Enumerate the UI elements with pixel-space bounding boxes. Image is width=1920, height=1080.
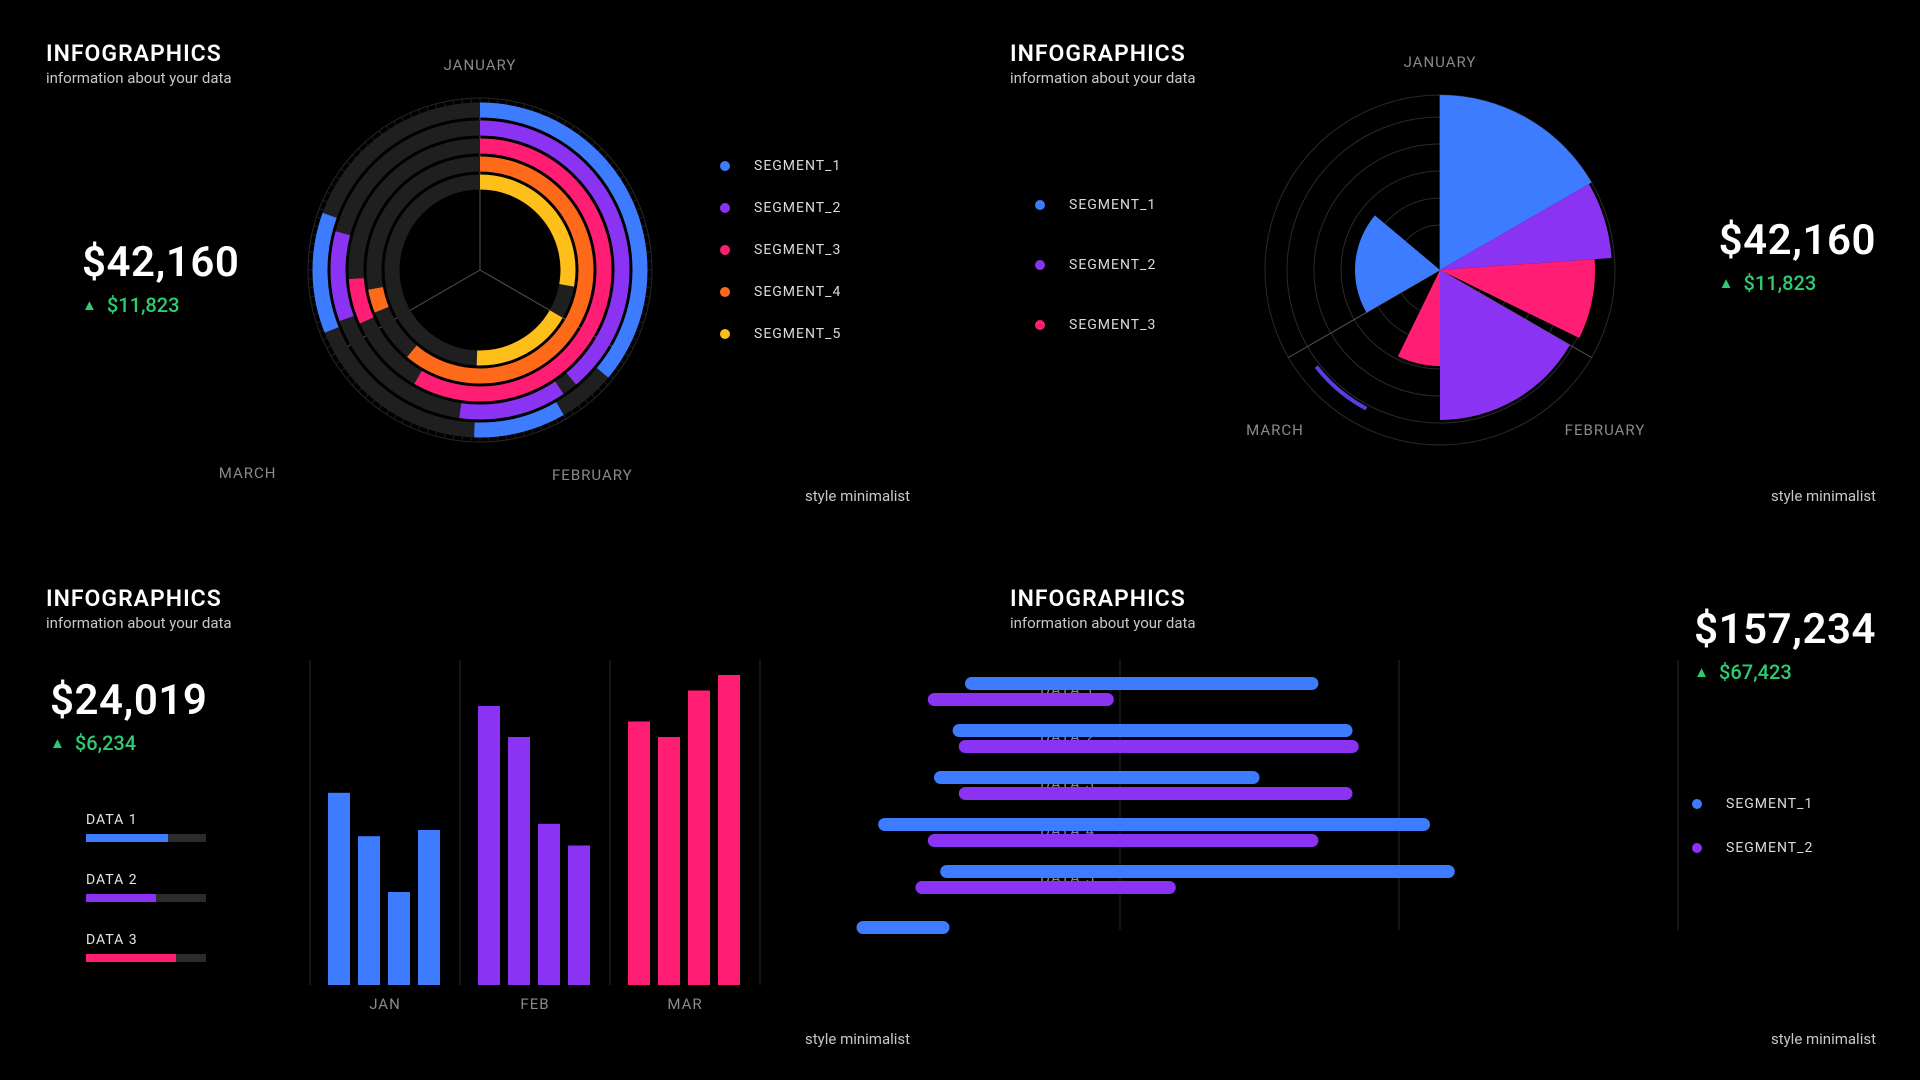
range-bar — [953, 724, 1353, 737]
axis-label-top: JANUARY — [444, 56, 517, 74]
panel-polar-area: INFOGRAPHICS information about your data… — [960, 0, 1920, 540]
axis-label-right: FEBRUARY — [552, 466, 633, 484]
range-bar — [965, 677, 1318, 690]
legend-dot-icon — [720, 203, 730, 213]
range-bar — [934, 771, 1260, 784]
panel-b-legend: SEGMENT_1 SEGMENT_2 SEGMENT_3 — [1035, 197, 1156, 333]
range-bar — [959, 787, 1353, 800]
legend-dot-icon — [1035, 200, 1045, 210]
legend-label: SEGMENT_3 — [754, 242, 841, 258]
legend-label: SEGMENT_1 — [1069, 197, 1156, 213]
legend-label: SEGMENT_2 — [754, 200, 841, 216]
legend-label: SEGMENT_1 — [754, 158, 841, 174]
legend-dot-icon — [720, 161, 730, 171]
range-bar — [878, 818, 1430, 831]
legend-label: SEGMENT_4 — [754, 284, 841, 300]
legend-label: SEGMENT_5 — [754, 326, 841, 342]
legend-label: SEGMENT_2 — [1069, 257, 1156, 273]
legend-label: SEGMENT_3 — [1069, 317, 1156, 333]
axis-label-left: MARCH — [219, 464, 277, 482]
panel-a-legend: SEGMENT_1 SEGMENT_2 SEGMENT_3 SEGMENT_4 SEGM… — [720, 158, 841, 342]
range-bar — [915, 881, 1175, 894]
legend-dot-icon — [1035, 320, 1045, 330]
axis-label-left: MARCH — [1246, 421, 1304, 439]
legend-item: SEGMENT_4 — [720, 284, 841, 300]
range-bar-chart: DATA 1DATA 2DATA 3DATA 4DATA 5 — [960, 540, 1920, 1080]
bar-group-label: FEB — [520, 995, 549, 1013]
range-bar — [857, 921, 950, 934]
legend-item: SEGMENT_3 — [1035, 317, 1156, 333]
legend-item: SEGMENT_1 — [1035, 197, 1156, 213]
legend-item: SEGMENT_1 — [720, 158, 841, 174]
style-tag: style minimalist — [805, 487, 910, 505]
range-bar — [959, 740, 1359, 753]
legend-item: SEGMENT_2 — [720, 200, 841, 216]
panel-range-bars: INFOGRAPHICS information about your data… — [960, 540, 1920, 1080]
panel-radial-multi: INFOGRAPHICS information about your data… — [0, 0, 960, 540]
legend-dot-icon — [720, 287, 730, 297]
bar-group-label: JAN — [369, 995, 401, 1013]
style-tag: style minimalist — [1771, 1030, 1876, 1048]
legend-item: SEGMENT_3 — [720, 242, 841, 258]
range-bar — [940, 865, 1455, 878]
grouped-bar-chart: JAN FEB MAR — [0, 540, 960, 1080]
bar-group-label: MAR — [667, 995, 702, 1013]
legend-item: SEGMENT_5 — [720, 326, 841, 342]
panel-grouped-bars: INFOGRAPHICS information about your data… — [0, 540, 960, 1080]
legend-dot-icon — [720, 329, 730, 339]
axis-label-top: JANUARY — [1404, 53, 1477, 71]
legend-dot-icon — [1035, 260, 1045, 270]
style-tag: style minimalist — [1771, 487, 1876, 505]
legend-dot-icon — [720, 245, 730, 255]
axis-label-right: FEBRUARY — [1565, 421, 1646, 439]
style-tag: style minimalist — [805, 1030, 910, 1048]
range-bar — [928, 693, 1114, 706]
range-bar — [928, 834, 1319, 847]
legend-item: SEGMENT_2 — [1035, 257, 1156, 273]
